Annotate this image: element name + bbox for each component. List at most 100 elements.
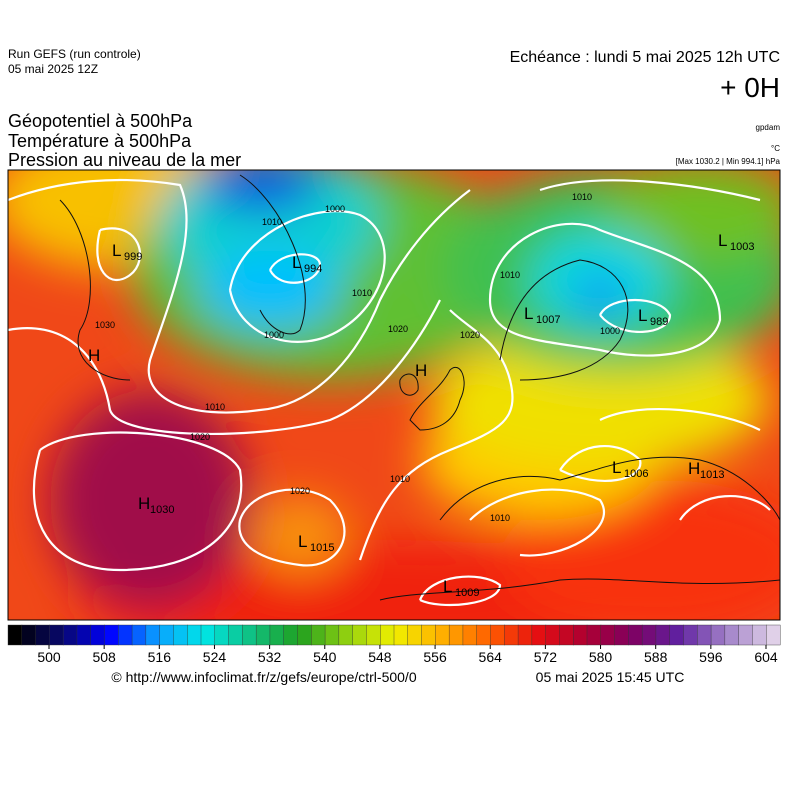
colorbar-tick-label: 516 [148, 649, 172, 665]
color-swatch [517, 624, 533, 646]
color-swatch [214, 624, 230, 646]
color-swatch [669, 624, 685, 646]
center-letter: H [415, 361, 427, 380]
color-swatch [545, 624, 560, 646]
color-swatch [490, 624, 505, 646]
color-swatch [393, 624, 409, 646]
color-swatch [710, 624, 726, 646]
colorbar-tick-label: 556 [423, 649, 447, 665]
color-swatch [131, 624, 147, 646]
center-letter: L [112, 241, 121, 260]
color-swatch [380, 624, 395, 646]
center-value: 1006 [624, 468, 648, 480]
temperature-field [8, 170, 780, 620]
center-value: 999 [124, 251, 142, 263]
center-value: 1015 [310, 542, 334, 554]
contour-label: 1000 [600, 326, 620, 336]
color-swatch [600, 624, 616, 646]
coastlines [59, 174, 780, 601]
contour-label: 1010 [205, 402, 225, 412]
color-swatch [228, 624, 243, 646]
color-swatch [352, 624, 367, 646]
echeance: Echéance : lundi 5 mai 2025 12h UTC [510, 49, 780, 66]
contour-label: 1010 [390, 474, 410, 484]
center-letter: H [688, 459, 700, 478]
contour-label: 1020 [388, 324, 408, 334]
run-date: 05 mai 2025 12Z [8, 62, 98, 76]
center-letter: L [292, 253, 301, 272]
color-swatch [242, 624, 257, 646]
colorbar-tick-label: 548 [368, 649, 392, 665]
contour-label: 1010 [572, 192, 592, 202]
colorbar-tick-label: 508 [92, 649, 116, 665]
colorbar-tick-label: 604 [754, 649, 778, 665]
color-swatch [407, 624, 423, 646]
center-value: 1007 [536, 314, 560, 326]
colorbar-tick-label: 588 [644, 649, 668, 665]
color-swatch [366, 624, 381, 646]
field: Géopotentiel à 500hPa [8, 111, 193, 131]
map-frame [7, 169, 781, 621]
colorbar-tick-label: 524 [203, 649, 227, 665]
contour-label: 1010 [352, 288, 372, 298]
color-swatch [724, 624, 740, 646]
color-swatch [35, 624, 50, 646]
center-value: 1003 [730, 241, 754, 253]
center-letter: L [638, 306, 647, 325]
color-swatch [173, 624, 188, 646]
contour-label: 1030 [95, 320, 115, 330]
color-swatch [697, 624, 712, 646]
color-swatch [104, 624, 119, 646]
run-name: Run GEFS (run controle) [8, 47, 141, 61]
color-swatch [187, 624, 202, 646]
center-value: 1009 [455, 587, 479, 599]
color-swatch [62, 624, 78, 646]
color-swatch [269, 624, 285, 646]
center-letter: L [718, 231, 727, 250]
colorbar-tick-label: 580 [589, 649, 613, 665]
center-value: 1013 [700, 469, 724, 481]
color-swatch [752, 624, 767, 646]
color-swatch [559, 624, 574, 646]
generated: 05 mai 2025 15:45 UTC [536, 669, 685, 685]
color-swatch [49, 624, 64, 646]
contour-label: 1020 [190, 432, 210, 442]
contour-label: 1010 [262, 217, 282, 227]
color-swatch [614, 624, 629, 646]
source: © http://www.infoclimat.fr/z/gefs/europe… [111, 669, 416, 685]
color-swatch [766, 624, 781, 646]
color-swatch [641, 624, 657, 646]
colorbar-tick-label: 564 [479, 649, 503, 665]
contour-labels: 1010 1000 1030 1010 1000 1020 1020 1010 1020 1020… [95, 192, 620, 523]
color-swatch [118, 624, 133, 646]
color-swatch [628, 624, 643, 646]
color-swatch [683, 624, 698, 646]
colorbar-tick-label: 532 [258, 649, 282, 665]
color-swatch [324, 624, 340, 646]
color-swatch [311, 624, 326, 646]
contour-label: 1000 [325, 204, 345, 214]
color-swatch [145, 624, 161, 646]
isobars [8, 178, 771, 607]
color-swatch [159, 624, 174, 646]
color-swatch [462, 624, 478, 646]
center-value: 1030 [150, 504, 174, 516]
color-swatch [655, 624, 671, 646]
color-swatch [448, 624, 464, 646]
colorbar-tick-label: 500 [37, 649, 61, 665]
center-letter: L [298, 532, 307, 551]
color-swatch [283, 624, 299, 646]
color-swatch [76, 624, 92, 646]
colorbar-tick-label: 572 [534, 649, 558, 665]
offset: + 0H [720, 72, 780, 103]
color-swatch [90, 624, 106, 646]
color-swatch [531, 624, 547, 646]
color-swatch [504, 624, 519, 646]
color-swatch [338, 624, 354, 646]
field: Température à 500hPa [8, 131, 192, 151]
contour-label: 1010 [500, 270, 520, 280]
center-letter: L [524, 304, 533, 323]
colorbar-tick-label: 540 [313, 649, 337, 665]
